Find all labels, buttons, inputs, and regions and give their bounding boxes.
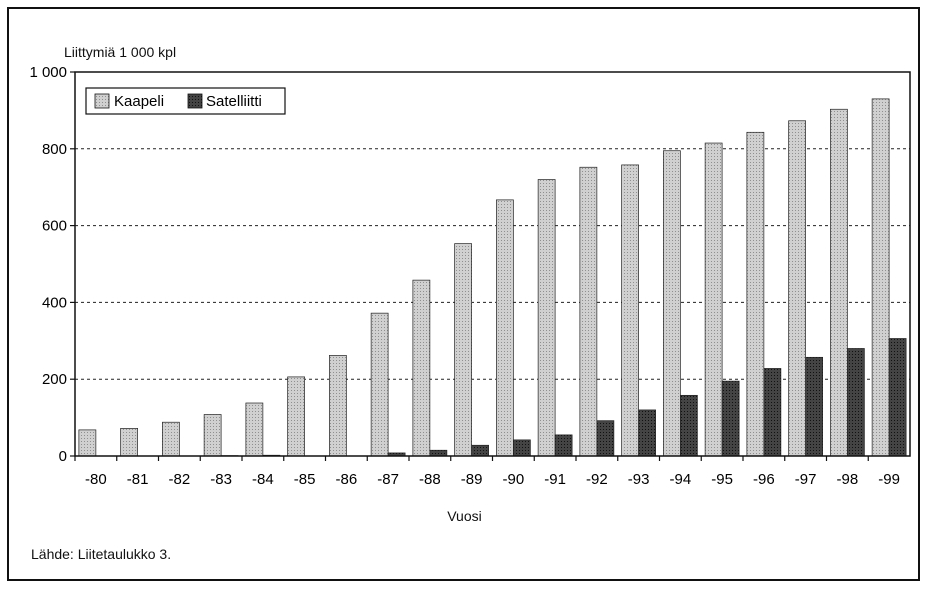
- legend-label-satelliitti: Satelliitti: [206, 93, 262, 110]
- bar-satelliitti: [638, 409, 656, 457]
- x-tick-label: -91: [544, 471, 566, 488]
- x-tick-label: -98: [837, 471, 859, 488]
- x-tick-labels: -80 -81 -82 -83 -84 -85 -86 -87 -88 -89 -90 -91 -92 -…: [74, 456, 900, 488]
- x-tick-label: -80: [85, 471, 107, 488]
- bar-satelliitti: [847, 348, 865, 457]
- y-tick-label: 600: [42, 218, 67, 235]
- bars: [78, 98, 907, 457]
- bar-satelliitti: [763, 368, 782, 457]
- x-tick-label: -99: [878, 471, 900, 488]
- x-tick-label: -89: [461, 471, 483, 488]
- bar-satelliitti: [596, 420, 615, 457]
- y-tick-labels: 0 200 400 600 800 1 000: [29, 64, 75, 465]
- legend: Kaapeli Satelliitti: [85, 87, 286, 115]
- bar-satelliitti: [471, 444, 489, 457]
- y-tick-label: 1 000: [29, 64, 67, 81]
- gridlines: [75, 148, 910, 380]
- bar-kaapeli: [162, 421, 180, 457]
- x-tick-label: -82: [169, 471, 191, 488]
- x-tick-label: -85: [294, 471, 316, 488]
- bar-satelliitti: [680, 394, 698, 457]
- bar-satelliitti: [513, 439, 531, 457]
- bar-satelliitti: [554, 434, 573, 457]
- plot-area-border: [74, 71, 911, 457]
- x-tick-label: -87: [377, 471, 399, 488]
- legend-swatch-satelliitti: [187, 93, 203, 109]
- bar-kaapeli: [746, 131, 765, 457]
- y-axis-title: Liittymiä 1 000 kpl: [64, 44, 177, 60]
- bar-kaapeli: [663, 150, 681, 457]
- y-tick-label: 0: [59, 448, 67, 465]
- y-tick-label: 200: [42, 371, 67, 388]
- bar-kaapeli: [412, 279, 431, 457]
- bar-kaapeli: [788, 120, 806, 457]
- source-note: Lähde: Liitetaulukko 3.: [31, 546, 172, 562]
- x-tick-label: -96: [753, 471, 775, 488]
- bar-kaapeli: [704, 142, 723, 457]
- x-tick-label: -93: [628, 471, 650, 488]
- bar-kaapeli: [579, 166, 598, 457]
- bar-kaapeli: [329, 355, 347, 457]
- x-tick-label: -81: [127, 471, 149, 488]
- bar-kaapeli: [830, 108, 848, 457]
- x-tick-label: -92: [586, 471, 608, 488]
- x-tick-label: -97: [795, 471, 817, 488]
- bar-satelliitti: [805, 356, 823, 457]
- bar-satelliitti: [429, 449, 448, 457]
- x-tick-label: -86: [336, 471, 358, 488]
- x-axis-title: Vuosi: [447, 508, 482, 524]
- bar-kaapeli: [537, 179, 556, 457]
- bar-kaapeli: [454, 243, 472, 457]
- bar-kaapeli: [245, 402, 264, 457]
- bar-kaapeli: [621, 164, 639, 457]
- x-tick-label: -88: [419, 471, 441, 488]
- x-tick-label: -84: [252, 471, 274, 488]
- x-tick-label: -95: [711, 471, 733, 488]
- legend-swatch-kaapeli: [94, 93, 110, 109]
- x-tick-label: -90: [503, 471, 525, 488]
- legend-box: [85, 87, 286, 115]
- bar-satelliitti: [888, 338, 907, 457]
- bar-kaapeli: [120, 428, 138, 457]
- x-tick-label: -83: [210, 471, 232, 488]
- y-tick-label: 800: [42, 141, 67, 158]
- bar-kaapeli: [496, 199, 514, 457]
- bar-kaapeli: [871, 98, 890, 457]
- x-tick-label: -94: [670, 471, 692, 488]
- bar-kaapeli: [287, 376, 305, 457]
- bar-satelliitti: [721, 380, 740, 457]
- bar-kaapeli: [370, 312, 389, 457]
- y-tick-label: 400: [42, 294, 67, 311]
- chart-frame: [7, 7, 920, 581]
- legend-label-kaapeli: Kaapeli: [114, 93, 164, 110]
- bar-kaapeli: [78, 429, 97, 457]
- bar-kaapeli: [203, 414, 222, 457]
